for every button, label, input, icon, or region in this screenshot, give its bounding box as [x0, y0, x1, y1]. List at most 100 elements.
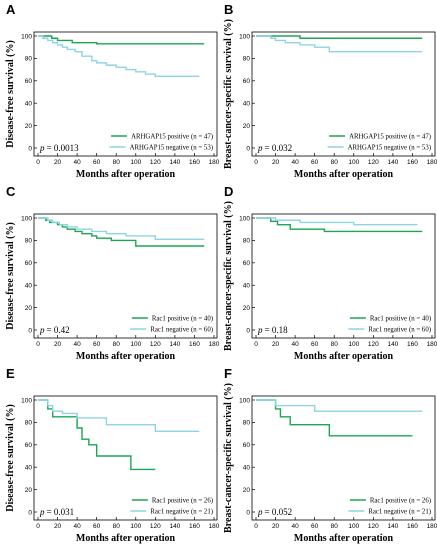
y-axis-title: Breast-cancer-specific survival (%)	[223, 383, 234, 533]
x-tick-label: 0	[254, 523, 258, 530]
p-symbol: p	[39, 143, 45, 153]
y-axis-title: Breast-cancer-specific survival (%)	[223, 19, 234, 169]
x-tick-label: 100	[348, 523, 359, 530]
panel-F: F 0 20 40 60 80 100 0 20 40 60 80 100 120 140 160 180 Mon…	[223, 366, 437, 544]
p-symbol: p	[257, 325, 263, 335]
survival-curve-positive	[256, 217, 423, 233]
x-tick-label: 0	[254, 159, 258, 166]
x-tick-label: 160	[189, 523, 200, 530]
survival-curve-positive	[256, 35, 423, 39]
x-tick-label: 100	[130, 159, 141, 166]
plot-frame	[33, 213, 218, 339]
legend-series-name: Rac1 negative	[150, 326, 189, 333]
y-tick-label: 20	[25, 305, 33, 312]
legend-n-label: (n = 40)	[191, 315, 213, 322]
y-tick-label: 60	[25, 78, 33, 85]
panel-B: B 0 20 40 60 80 100 0 20 40 60 80 100 120 140 160 180 Mon…	[223, 2, 437, 180]
plot-frame	[251, 395, 436, 521]
x-tick-label: 80	[113, 159, 121, 166]
p-value: p = 0.18	[257, 325, 288, 335]
survival-curve-negative	[256, 217, 418, 226]
survival-curve-negative	[256, 35, 423, 53]
x-tick-label: 180	[209, 341, 220, 348]
x-tick-label: 120	[368, 341, 379, 348]
x-tick-label: 60	[93, 523, 101, 530]
p-value: p = 0.052	[257, 507, 292, 517]
plot-frame	[33, 395, 218, 521]
x-tick-label: 80	[331, 159, 339, 166]
x-tick-label: 100	[348, 159, 359, 166]
y-tick-label: 20	[25, 123, 33, 130]
y-tick-label: 80	[243, 420, 251, 427]
legend-series-name: Rac1 negative	[368, 508, 407, 515]
p-value: p = 0.0013	[39, 143, 79, 153]
y-tick-label: 80	[25, 56, 33, 63]
x-tick-label: 140	[169, 523, 180, 530]
panel-letter: A	[6, 2, 16, 17]
plot-frame	[33, 31, 218, 157]
legend-n-label: (n = 26)	[409, 497, 431, 504]
y-tick-label: 100	[21, 215, 32, 222]
y-tick-label: 80	[243, 238, 251, 245]
y-tick-label: 80	[243, 56, 251, 63]
panel-letter: B	[224, 2, 233, 17]
x-tick-label: 60	[311, 341, 319, 348]
x-tick-label: 100	[348, 341, 359, 348]
survival-curve-positive	[38, 217, 205, 247]
survival-curve-negative	[38, 399, 200, 433]
x-tick-label: 60	[311, 159, 319, 166]
survival-curve-negative	[256, 399, 423, 412]
legend-series-name: Rac1 positive	[370, 315, 407, 322]
x-tick-label: 180	[427, 159, 437, 166]
y-tick-label: 0	[246, 509, 250, 516]
x-tick-label: 120	[368, 159, 379, 166]
x-tick-label: 20	[272, 523, 280, 530]
p-value-text: = 0.031	[47, 507, 75, 517]
x-tick-label: 0	[254, 341, 258, 348]
x-tick-label: 160	[407, 523, 418, 530]
legend-series-name: Rac1 positive	[370, 497, 407, 504]
panel-C: C 0 20 40 60 80 100 0 20 40 60 80 100 120 140 160 180 Mon…	[5, 184, 220, 362]
y-axis-title: Disease-free survival (%)	[5, 222, 16, 330]
x-tick-label: 60	[311, 523, 319, 530]
x-tick-label: 180	[427, 523, 437, 530]
x-tick-label: 180	[209, 523, 220, 530]
y-tick-label: 80	[25, 420, 33, 427]
y-tick-label: 60	[243, 260, 251, 267]
survival-curve-negative	[38, 35, 200, 78]
y-tick-label: 40	[25, 283, 33, 290]
legend-series-name: Rac1 negative	[150, 508, 189, 515]
x-tick-label: 120	[150, 341, 161, 348]
y-axis-title: Breast-cancer-specific survival (%)	[223, 201, 234, 351]
y-tick-label: 40	[243, 283, 251, 290]
y-axis-title: Disease-free survival (%)	[5, 40, 16, 148]
panel-letter: C	[6, 184, 16, 199]
panel-E: E 0 20 40 60 80 100 0 20 40 60 80 100 120 140 160 180 Mon…	[5, 366, 220, 544]
p-symbol: p	[39, 325, 45, 335]
y-tick-label: 80	[25, 238, 33, 245]
x-tick-label: 80	[113, 523, 121, 530]
x-tick-label: 60	[93, 159, 101, 166]
y-tick-label: 0	[246, 327, 250, 334]
legend-n-label: (n = 21)	[191, 508, 213, 515]
legend-n-label: (n = 60)	[191, 326, 213, 333]
p-value: p = 0.031	[39, 507, 74, 517]
legend-n-label: (n = 53)	[409, 144, 431, 151]
x-tick-label: 20	[54, 523, 62, 530]
y-tick-label: 20	[243, 487, 251, 494]
x-tick-label: 20	[54, 159, 62, 166]
panel-letter: E	[6, 366, 15, 381]
x-tick-label: 80	[331, 341, 339, 348]
x-tick-label: 120	[368, 523, 379, 530]
x-tick-label: 140	[387, 341, 398, 348]
panel-A: A 0 20 40 60 80 100 0 20 40 60 80 100 120 140 160 180 Mon…	[5, 2, 220, 180]
p-value-text: = 0.052	[265, 507, 293, 517]
legend-n-label: (n = 53)	[191, 144, 213, 151]
x-axis-title: Months after operation	[294, 351, 394, 362]
legend-n-label: (n = 60)	[409, 326, 431, 333]
legend-series-name: Rac1 negative	[368, 326, 407, 333]
legend-series-name: ARHGAP15 negative	[348, 144, 407, 151]
x-tick-label: 160	[189, 159, 200, 166]
p-symbol: p	[39, 507, 45, 517]
survival-curve-negative	[38, 217, 205, 240]
